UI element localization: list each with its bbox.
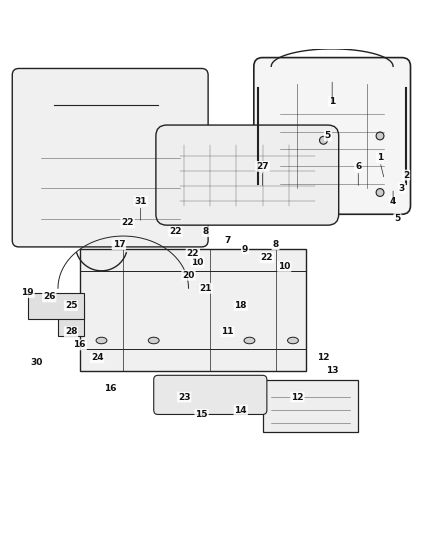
Text: 6: 6 <box>355 162 361 171</box>
Ellipse shape <box>376 132 384 140</box>
Polygon shape <box>262 379 358 432</box>
FancyBboxPatch shape <box>154 375 267 415</box>
Text: 9: 9 <box>242 245 248 254</box>
Text: 10: 10 <box>278 262 290 271</box>
Text: 27: 27 <box>256 162 269 171</box>
Text: 12: 12 <box>317 353 330 362</box>
Text: 4: 4 <box>390 197 396 206</box>
Text: 19: 19 <box>21 288 34 297</box>
FancyBboxPatch shape <box>156 125 339 225</box>
FancyBboxPatch shape <box>58 301 84 336</box>
Ellipse shape <box>288 337 298 344</box>
Text: 22: 22 <box>187 249 199 258</box>
Text: 13: 13 <box>326 367 339 375</box>
Ellipse shape <box>96 337 107 344</box>
Text: 22: 22 <box>121 219 134 228</box>
Text: 11: 11 <box>222 327 234 336</box>
Text: 21: 21 <box>200 284 212 293</box>
Text: 20: 20 <box>182 271 195 280</box>
Text: 22: 22 <box>261 253 273 262</box>
Ellipse shape <box>376 189 384 197</box>
Text: 5: 5 <box>325 132 331 140</box>
Text: 7: 7 <box>225 236 231 245</box>
FancyBboxPatch shape <box>12 68 208 247</box>
Text: 12: 12 <box>291 393 304 401</box>
Ellipse shape <box>244 337 255 344</box>
Text: 26: 26 <box>43 293 56 302</box>
Text: 18: 18 <box>234 301 247 310</box>
Text: 10: 10 <box>191 257 203 266</box>
Text: 8: 8 <box>203 227 209 236</box>
Text: 5: 5 <box>394 214 401 223</box>
Ellipse shape <box>320 136 327 144</box>
Text: 17: 17 <box>113 240 125 249</box>
Text: 28: 28 <box>65 327 77 336</box>
Text: 1: 1 <box>377 153 383 162</box>
FancyBboxPatch shape <box>80 249 306 371</box>
Text: 31: 31 <box>134 197 147 206</box>
Text: 24: 24 <box>91 353 103 362</box>
Text: 15: 15 <box>195 410 208 419</box>
Ellipse shape <box>148 337 159 344</box>
Text: 1: 1 <box>329 96 335 106</box>
Text: 2: 2 <box>403 171 409 180</box>
Text: 14: 14 <box>234 406 247 415</box>
FancyBboxPatch shape <box>254 58 410 214</box>
Text: 23: 23 <box>178 393 191 401</box>
Text: 30: 30 <box>30 358 42 367</box>
Text: 16: 16 <box>104 384 117 393</box>
FancyBboxPatch shape <box>28 293 84 319</box>
Text: 25: 25 <box>65 301 77 310</box>
Text: 16: 16 <box>74 341 86 349</box>
Text: 22: 22 <box>169 227 182 236</box>
Text: 3: 3 <box>399 184 405 192</box>
Text: 8: 8 <box>272 240 279 249</box>
